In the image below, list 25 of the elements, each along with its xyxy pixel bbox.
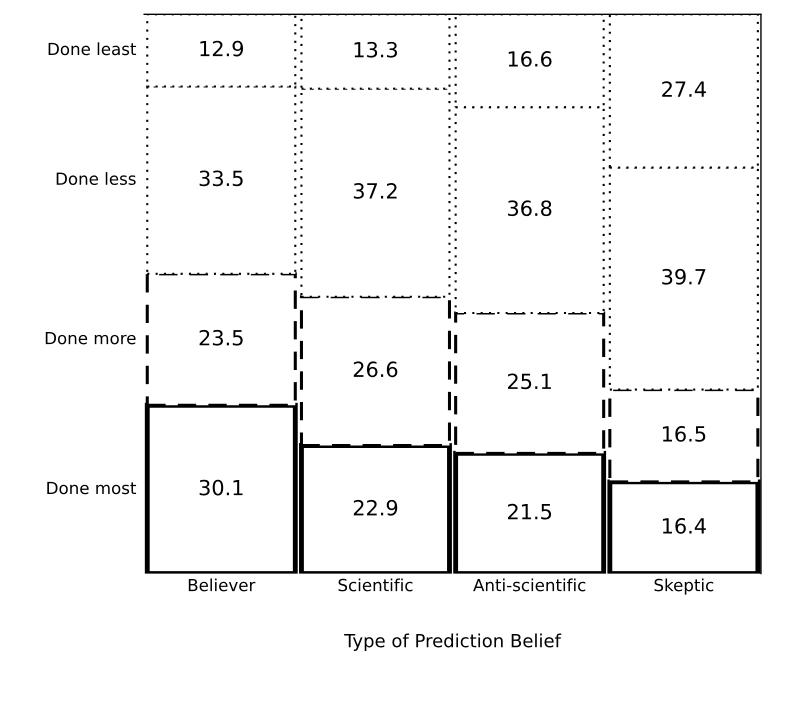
data-label: 30.1 bbox=[200, 480, 243, 496]
data-label: 25.1 bbox=[508, 373, 551, 390]
series-label: Done most bbox=[47, 482, 136, 494]
data-label: 21.5 bbox=[508, 504, 552, 520]
data-label: 37.2 bbox=[354, 183, 397, 199]
data-label: 23.5 bbox=[200, 330, 243, 346]
data-label: 16.4 bbox=[662, 518, 706, 534]
data-label: 16.5 bbox=[662, 426, 706, 442]
data-label: 39.7 bbox=[662, 268, 706, 285]
data-label: 33.5 bbox=[200, 170, 243, 186]
data-label: 13.3 bbox=[354, 42, 397, 58]
data-label: 16.6 bbox=[508, 51, 552, 67]
series-label: Done least bbox=[48, 42, 136, 56]
series-label: Done more bbox=[46, 332, 136, 344]
data-label: 36.8 bbox=[508, 200, 552, 216]
series-label: Done less bbox=[56, 172, 136, 185]
data-label: 26.6 bbox=[354, 361, 398, 378]
x-tick-label: Scientific bbox=[338, 578, 412, 592]
data-label: 22.9 bbox=[354, 500, 398, 516]
x-tick-label: Anti-scientific bbox=[473, 578, 586, 592]
x-tick-label: Skeptic bbox=[654, 578, 714, 595]
data-label: 12.9 bbox=[200, 40, 244, 56]
x-axis-title: Type of Prediction Belief bbox=[344, 633, 562, 651]
data-label: 27.4 bbox=[662, 81, 706, 97]
x-tick-label: Believer bbox=[188, 578, 256, 592]
